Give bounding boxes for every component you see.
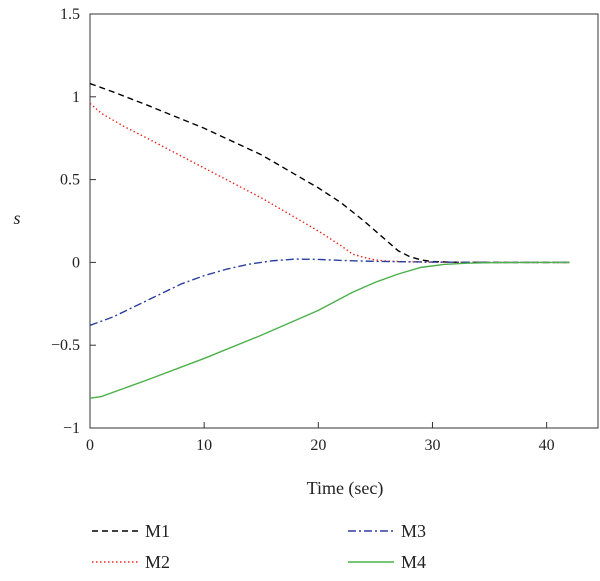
y-tick-label: −1 [63,420,80,437]
y-axis-title: s [13,208,20,228]
x-tick-label: 10 [196,437,212,454]
plot-area [89,13,599,429]
legend-label-m4: M4 [401,552,426,572]
legend-label-m1: M1 [145,521,170,541]
x-axis-title: Time (sec) [307,478,384,499]
y-tick-label: −0.5 [51,337,80,354]
legend-label-m3: M3 [401,521,426,541]
y-tick-label: 1 [72,89,80,106]
series-line-m4 [89,261,570,399]
series-line-m2 [89,102,570,264]
legend: M1 M2 M3 M4 [92,521,426,572]
legend-label-m2: M2 [145,552,170,572]
x-tick-label: 0 [86,437,94,454]
y-tick-label: 0.5 [60,172,80,189]
y-tick-label: 1.5 [60,6,80,23]
series-line-m3 [89,258,570,326]
x-tick-label: 20 [310,437,326,454]
series-line-m1 [89,82,570,264]
y-tick-label: 0 [72,254,80,271]
x-tick-label: 30 [424,437,440,454]
x-tick-label: 40 [539,437,555,454]
